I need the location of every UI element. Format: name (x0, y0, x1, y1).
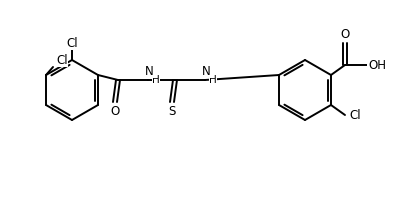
Text: S: S (168, 105, 176, 117)
Text: N: N (202, 65, 210, 77)
Text: OH: OH (368, 58, 386, 71)
Text: N: N (145, 65, 154, 77)
Text: O: O (110, 105, 120, 117)
Text: Cl: Cl (349, 109, 361, 122)
Text: H: H (152, 75, 160, 85)
Text: Cl: Cl (56, 53, 68, 67)
Text: Cl: Cl (66, 36, 78, 50)
Text: H: H (209, 75, 217, 85)
Text: O: O (340, 28, 349, 41)
